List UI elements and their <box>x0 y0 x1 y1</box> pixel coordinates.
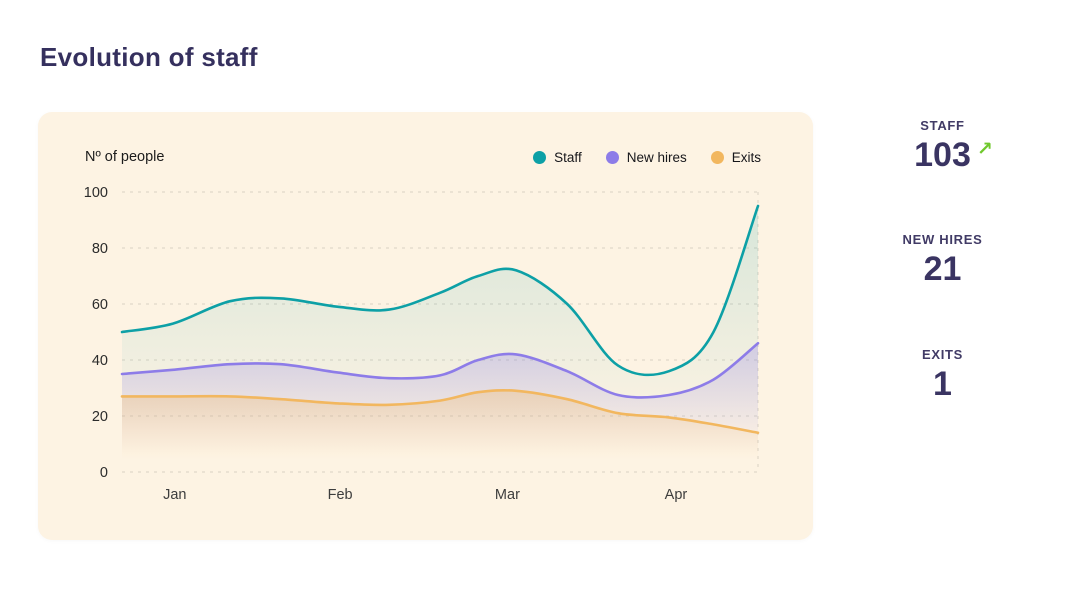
exits-legend-dot-icon <box>710 150 724 164</box>
stat-value: 1 <box>933 364 952 403</box>
stat-value: 103 <box>914 136 971 174</box>
staff-evolution-chart: 0 20 40 60 80 100 Jan Feb Mar Apr <box>84 185 760 503</box>
y-tick-label: 0 <box>100 465 108 481</box>
y-tick-label: 100 <box>84 185 108 201</box>
staff-legend-dot-icon <box>533 150 547 164</box>
y-tick-label: 20 <box>92 409 108 425</box>
stat-label: NEW HIRES <box>902 232 983 248</box>
stat-exits: EXITS 1 <box>922 347 963 403</box>
legend-item-staff[interactable]: Staff <box>533 150 582 165</box>
stat-value: 21 <box>923 250 962 289</box>
new-hires-legend-dot-icon <box>605 150 619 164</box>
x-tick-label-feb: Feb <box>328 487 353 503</box>
stat-label: STAFF <box>920 118 965 133</box>
y-tick-label: 60 <box>92 297 108 313</box>
x-tick-label-apr: Apr <box>665 487 688 503</box>
exits-area <box>122 390 758 472</box>
legend-label: Staff <box>554 149 582 165</box>
y-tick-label: 40 <box>92 353 108 369</box>
y-tick-label: 80 <box>92 241 108 257</box>
y-axis-title: Nº of people <box>85 149 165 165</box>
legend-item-exits[interactable]: Exits <box>710 149 761 165</box>
x-tick-label-mar: Mar <box>495 487 520 503</box>
exits-line <box>120 388 760 435</box>
chart-header: Nº of people Staff New hires Exits <box>38 112 813 172</box>
legend-item-new-hires[interactable]: New hires <box>605 149 687 165</box>
trend-up-arrow-icon: ↗ <box>976 139 993 160</box>
stat-new-hires: NEW HIRES 21 <box>903 232 983 288</box>
new-hires-line <box>120 341 760 399</box>
stats-panel: STAFF 103 ↗ NEW HIRES 21 EXITS 1 <box>860 112 1025 461</box>
stat-staff: STAFF 103 ↗ <box>914 118 993 174</box>
staff-line <box>120 204 760 377</box>
stat-label: EXITS <box>921 346 964 362</box>
legend-label: New hires <box>626 149 687 165</box>
legend-label: Exits <box>731 149 761 165</box>
page-title: Evolution of staff <box>40 42 258 72</box>
staff-chart-card: Nº of people Staff New hires Exits 0 20 40 60… <box>38 112 813 540</box>
x-tick-label-jan: Jan <box>163 487 186 503</box>
chart-legend: Staff New hires Exits <box>533 150 761 165</box>
